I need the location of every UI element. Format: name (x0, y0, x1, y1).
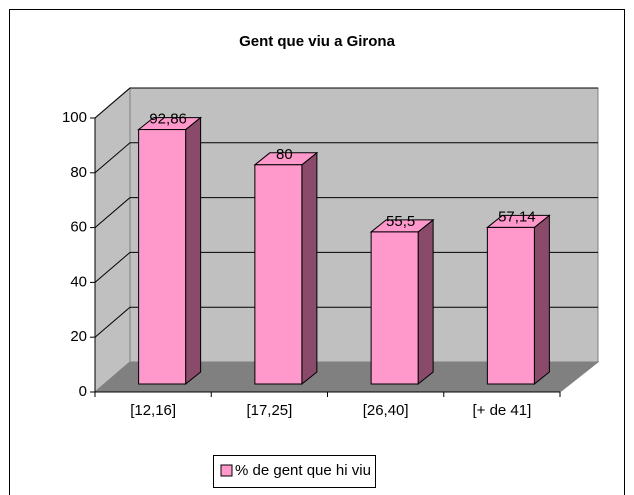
x-tick-label: [12,16] (130, 402, 176, 419)
x-tick-label: [26,40] (363, 402, 409, 419)
legend-swatch (220, 464, 233, 477)
bar (486, 226, 535, 385)
data-label: 57,14 (498, 208, 536, 225)
bar-side (301, 151, 318, 386)
data-label: 92,86 (149, 111, 187, 128)
grid-line (94, 197, 598, 228)
x-tick-label: [+ de 41] (472, 402, 531, 419)
grid-line (94, 251, 598, 283)
y-tick-label: 0 (79, 383, 87, 400)
grid-line (94, 142, 598, 174)
y-tick-label: 40 (70, 273, 87, 290)
data-label: 80 (276, 146, 293, 163)
legend-label: % de gent que hi viu (235, 462, 371, 479)
grid-line (94, 306, 598, 338)
chart-title: Gent que viu a Girona (239, 33, 396, 50)
bar (370, 231, 419, 385)
y-tick-label: 20 (70, 328, 87, 345)
data-label: 55,5 (386, 213, 415, 230)
side-wall (94, 86, 131, 394)
bar (138, 129, 187, 385)
bar-side (417, 218, 434, 386)
y-tick-label: 60 (70, 219, 87, 236)
legend (213, 455, 376, 488)
y-tick-label: 80 (70, 164, 87, 181)
grid-line (94, 87, 598, 119)
bar-side (185, 116, 202, 386)
x-tick-label: [17,25] (246, 402, 292, 419)
bar (254, 164, 303, 385)
y-tick-label: 100 (62, 109, 87, 126)
bar-side (533, 214, 550, 386)
